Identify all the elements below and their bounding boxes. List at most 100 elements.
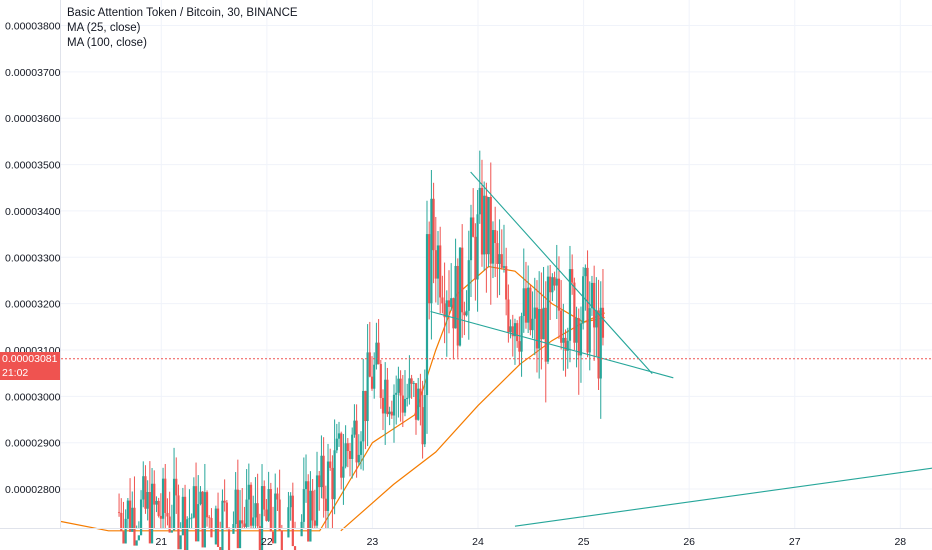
candle-body	[531, 318, 534, 331]
candle-body	[452, 298, 455, 329]
candle-body	[278, 499, 281, 531]
candle-body	[205, 492, 209, 518]
candle-body	[527, 287, 530, 323]
candle-body	[502, 266, 506, 268]
candle-body	[135, 540, 138, 546]
candle-body	[348, 451, 352, 459]
symbol-title[interactable]: Basic Attention Token / Bitcoin, 30, BIN…	[67, 7, 298, 19]
price-tick-label: 0.00003700	[5, 67, 61, 79]
candle-body	[430, 198, 433, 304]
candle-body	[436, 245, 440, 279]
candle-body	[355, 420, 358, 463]
candle-body	[142, 476, 145, 500]
candle-body	[381, 397, 385, 414]
candle-body	[293, 546, 297, 550]
candle-body	[485, 195, 488, 255]
time-tick-label: 24	[472, 536, 484, 548]
time-axis[interactable]: 21 22 23 24 25 26 27 28	[155, 536, 906, 548]
candle-body	[553, 277, 556, 286]
candle-body	[582, 276, 585, 324]
candle-body	[208, 517, 211, 519]
candle-body	[533, 307, 536, 319]
candle-body	[472, 217, 475, 237]
trendline[interactable]	[514, 467, 932, 527]
candle-body	[465, 310, 468, 316]
candle-body	[333, 450, 336, 500]
candle-body	[397, 378, 400, 393]
bar-countdown: 21:02	[2, 366, 29, 379]
candle-body	[601, 307, 605, 338]
candle-body	[564, 337, 567, 351]
candle-body	[483, 195, 486, 255]
candle-body	[447, 300, 451, 307]
candle-body	[568, 269, 572, 341]
candle-body	[403, 398, 407, 413]
candle-body	[386, 379, 389, 415]
candle-body	[518, 341, 521, 352]
candle-body	[522, 288, 525, 317]
candle-body	[551, 277, 554, 293]
time-tick-label: 21	[155, 536, 167, 548]
candle-body	[122, 531, 125, 544]
candle-body	[324, 498, 327, 511]
ma-25-legend[interactable]: MA (25, close)	[67, 22, 141, 34]
candle-body	[454, 265, 457, 329]
candle-body	[434, 250, 437, 279]
candle-body	[428, 234, 431, 304]
candle-body	[307, 481, 310, 542]
candle-body	[401, 395, 404, 413]
candle-body	[461, 247, 464, 313]
candle-body	[258, 526, 261, 550]
candle-body	[238, 520, 242, 549]
candle-body	[265, 509, 268, 521]
price-tick-label: 0.00003500	[5, 160, 61, 172]
candle-body	[351, 434, 354, 459]
candle-body	[183, 496, 187, 550]
candle-body	[388, 411, 391, 415]
candle-body	[542, 307, 545, 340]
candle-body	[146, 492, 149, 509]
candle-body	[384, 379, 387, 414]
chart-grid	[61, 0, 932, 528]
candle-body	[150, 483, 154, 544]
candle-body	[168, 516, 171, 533]
candle-body	[498, 254, 501, 264]
candle-body	[346, 443, 349, 452]
candle-body	[318, 475, 321, 488]
candle-body	[254, 503, 257, 518]
candle-body	[412, 383, 415, 384]
trendline[interactable]	[470, 171, 653, 375]
candle-body	[590, 282, 594, 309]
candle-body	[289, 495, 292, 508]
candle-body	[392, 394, 396, 416]
candle-body	[194, 486, 198, 542]
candle-body	[516, 323, 519, 342]
candle-body	[267, 489, 270, 521]
time-tick-label: 25	[578, 536, 590, 548]
candle-body	[311, 490, 314, 521]
price-tick-label: 0.00002800	[5, 484, 61, 496]
candle-body	[137, 535, 140, 541]
candle-body	[557, 278, 561, 311]
candle-body	[425, 234, 429, 396]
candle-body	[249, 484, 253, 526]
candle-body	[584, 267, 587, 277]
price-axis[interactable]: 0.000028000.000029000.000030000.00003100…	[5, 20, 61, 496]
candle-body	[489, 197, 492, 264]
candle-body	[555, 278, 558, 286]
candle-body	[236, 489, 239, 549]
candle-body	[309, 490, 312, 542]
candle-body	[560, 310, 563, 343]
candle-body	[432, 198, 435, 251]
candle-body	[529, 287, 532, 331]
candle-body	[375, 342, 378, 365]
candle-body	[287, 507, 290, 538]
trendline[interactable]	[430, 310, 674, 379]
candle-body	[524, 288, 528, 323]
trendlines[interactable]	[430, 171, 932, 527]
candle-body	[597, 310, 600, 379]
candle-body	[476, 214, 479, 280]
candle-body	[329, 461, 332, 468]
ma-100-legend[interactable]: MA (100, close)	[67, 37, 147, 49]
